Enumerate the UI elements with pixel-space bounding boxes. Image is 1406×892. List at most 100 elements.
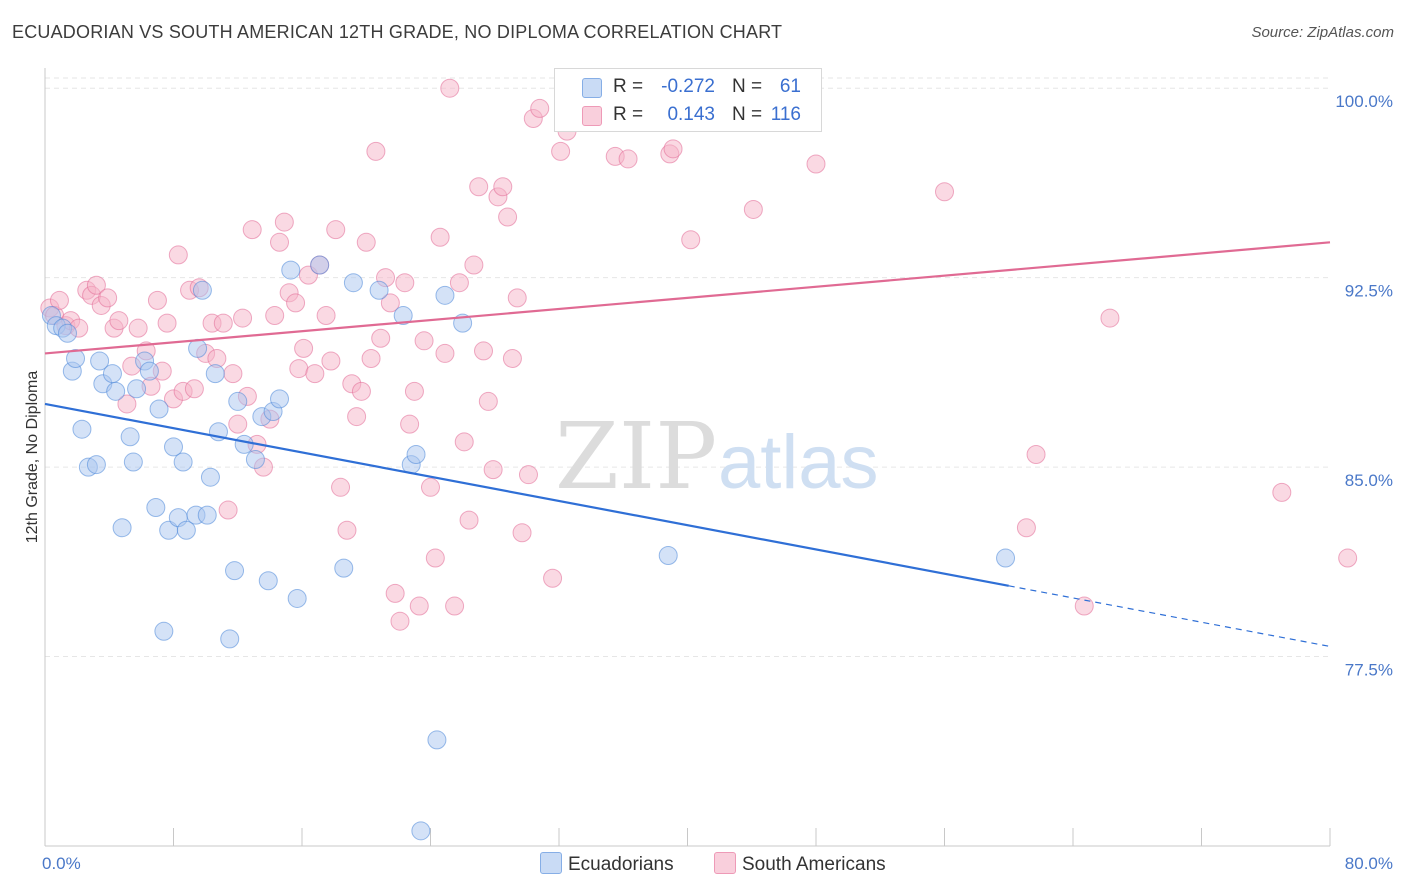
legend-r-label: R = (613, 104, 644, 125)
ecuadorian-point (192, 280, 212, 300)
south-american-point (1338, 548, 1358, 568)
south-american-point (274, 212, 294, 232)
south-american-point (337, 520, 357, 540)
axes (44, 68, 1331, 847)
ecuadorian-point (205, 364, 225, 384)
south-american-point (351, 381, 371, 401)
south-american-point (464, 255, 484, 275)
south-american-point (1074, 596, 1094, 616)
south-american-point (478, 391, 498, 411)
ecuadorian-point (139, 361, 159, 381)
ecuadorian-point (220, 629, 240, 649)
ecuadorian-point (176, 520, 196, 540)
south-american-point (371, 328, 391, 348)
ecuadorian-point (996, 548, 1016, 568)
ecuadorian-point (123, 452, 143, 472)
ecuadorian-point (281, 260, 301, 280)
ecuadorian-point (245, 450, 265, 470)
ecuadorian-point (393, 306, 413, 326)
legend-row-south-americans: R = 0.143 N = 116 (555, 101, 821, 129)
ecuadorian-point (411, 821, 431, 841)
x-tick-label-end: 80.0% (1345, 854, 1393, 873)
south-american-point (294, 338, 314, 358)
south-american-point (326, 220, 346, 240)
legend-r-label: R = (613, 76, 644, 97)
ecuadorian-point (164, 437, 183, 457)
south-american-point (265, 306, 285, 326)
ecuadorian-point (149, 399, 169, 419)
watermark-zip: ZIP (555, 403, 717, 510)
south-american-point (400, 414, 420, 434)
south-american-point (395, 273, 415, 293)
ecuadorian-point (66, 348, 86, 368)
south-american-point (454, 432, 474, 452)
ecuadorian-point (258, 571, 278, 591)
ecuadorian-point (154, 621, 174, 641)
ecuadorian-point (120, 427, 140, 447)
south-american-point (128, 318, 148, 338)
south-american-point (316, 306, 336, 326)
ecuadorian-point (369, 280, 389, 300)
south-american-point (469, 177, 489, 197)
south-american-point (663, 139, 683, 159)
south-american-point (502, 348, 522, 368)
legend-label-south-americans: South Americans (742, 854, 886, 875)
trend-line-south-americans (44, 241, 1331, 355)
south-american-point (1016, 518, 1036, 538)
y-axis-label: 12th Grade, No Diploma (24, 371, 41, 544)
south-american-point (233, 308, 253, 328)
south-american-point (109, 311, 129, 331)
south-american-point (518, 465, 538, 485)
trend-line-ecuadorians-extension (1008, 585, 1331, 648)
south-american-point (483, 460, 503, 480)
ecuadorian-point (188, 338, 208, 358)
south-american-point (270, 232, 290, 252)
ecuadorian-point (106, 381, 126, 401)
ecuadorian-point (228, 391, 248, 411)
south-american-point (459, 510, 479, 530)
south-american-point (356, 232, 376, 252)
south-american-point (1100, 308, 1120, 328)
legend-swatch-ecuadorians (540, 852, 562, 874)
legend-row-ecuadorians: R = -0.272 N = 61 (555, 73, 821, 101)
south-american-point (409, 596, 429, 616)
y-tick-label: 85.0% (1345, 471, 1393, 490)
south-american-point (425, 548, 445, 568)
ecuadorian-point (197, 505, 217, 525)
ecuadorian-point (234, 434, 254, 454)
south-american-point (543, 568, 563, 588)
south-american-point (366, 141, 386, 161)
south-american-point (435, 343, 455, 363)
ecuadorian-point (225, 561, 245, 581)
south-american-point (86, 275, 106, 295)
south-american-point (430, 227, 450, 247)
south-american-point (390, 611, 410, 631)
south-american-point (385, 583, 405, 603)
ecuadorian-point (173, 452, 193, 472)
ecuadorian-point (435, 285, 455, 305)
south-american-point (421, 477, 440, 497)
trend-line-ecuadorians (44, 402, 1009, 587)
ecuadorian-point (287, 588, 307, 608)
south-american-point (228, 414, 248, 434)
south-american-point (404, 381, 424, 401)
ecuadorian-point (86, 455, 106, 475)
south-american-point (305, 364, 325, 384)
axis-labels: 100.0% 92.5% 85.0% 77.5% 0.0% 80.0% 12th Grade… (24, 92, 1393, 873)
x-tick-label-start: 0.0% (42, 854, 81, 873)
south-american-point (440, 78, 460, 98)
legend-n-label: N = (732, 104, 763, 125)
south-american-point (507, 288, 527, 308)
watermark-atlas: atlas (718, 420, 879, 505)
legend-label-ecuadorians: Ecuadorians (568, 854, 674, 875)
south-american-point (147, 290, 167, 310)
south-american-point (935, 182, 954, 202)
south-american-point (474, 341, 494, 361)
ecuadorian-point (90, 351, 110, 371)
south-american-point (530, 98, 550, 118)
ecuadorian-point (310, 255, 330, 275)
south-american-point (347, 407, 367, 427)
ecuadorian-point (72, 419, 92, 439)
series-south-americans (40, 78, 1358, 631)
